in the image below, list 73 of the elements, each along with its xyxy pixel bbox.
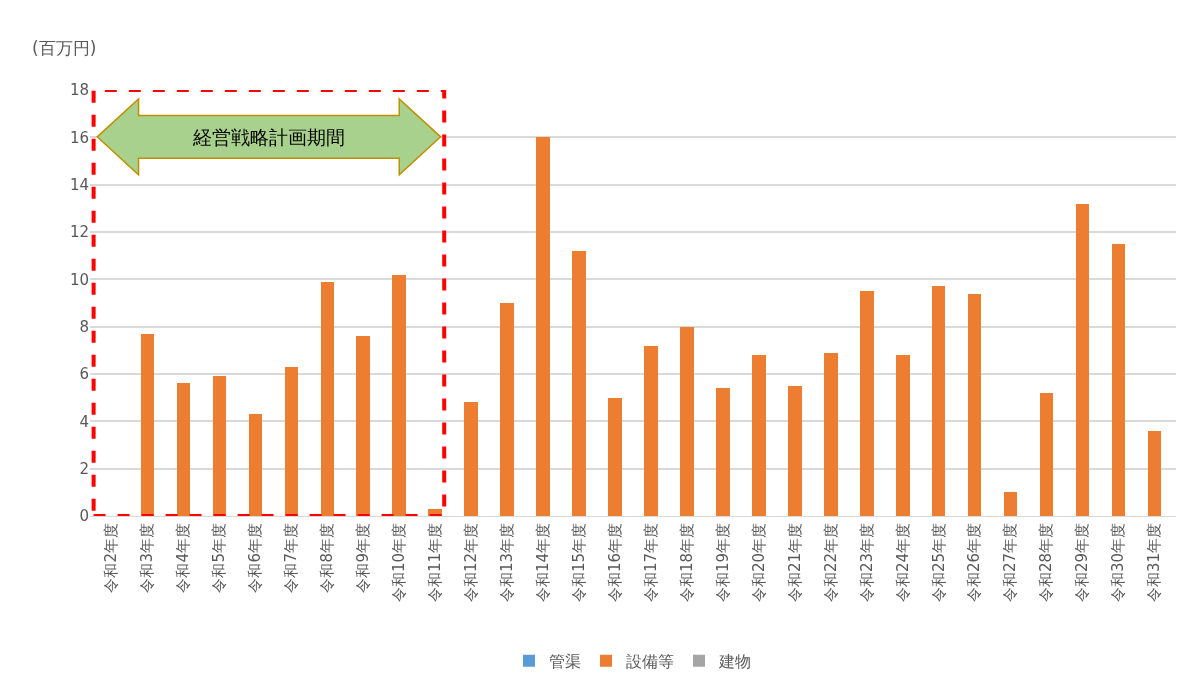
x-tick-label: 令和29年度 (1073, 523, 1092, 603)
x-tick-label: 令和12年度 (462, 523, 481, 603)
x-tick-label: 令和16年度 (605, 523, 624, 603)
x-tick-label: 令和18年度 (677, 523, 696, 603)
y-tick-label: 4 (79, 412, 89, 431)
y-tick-label: 2 (79, 459, 89, 478)
x-tick-label: 令和26年度 (965, 523, 984, 603)
x-tick-label: 令和19年度 (713, 523, 732, 603)
bar (608, 397, 622, 516)
x-tick-label: 令和31年度 (1145, 523, 1164, 603)
x-tick-label: 令和4年度 (174, 523, 193, 593)
bar (572, 250, 586, 516)
bar (392, 274, 407, 516)
x-tick-label: 令和23年度 (857, 523, 876, 603)
x-tick-label: 令和9年度 (354, 523, 373, 593)
legend-label: 設備等 (626, 651, 674, 671)
bar (320, 281, 335, 516)
x-tick-label: 令和7年度 (282, 523, 301, 593)
x-tick-label: 令和22年度 (821, 523, 840, 603)
x-tick-label: 令和10年度 (390, 523, 409, 603)
legend-label: 建物 (718, 651, 751, 671)
bar (931, 286, 946, 516)
x-tick-label: 令和24年度 (893, 523, 912, 603)
bar (1075, 203, 1090, 516)
bar (680, 326, 694, 516)
bar (176, 383, 191, 516)
bar (464, 402, 479, 516)
y-tick-label: 10 (69, 270, 89, 289)
bar (716, 388, 730, 516)
x-tick-label: 令和25年度 (929, 523, 948, 603)
bar (500, 303, 514, 516)
bar (212, 376, 227, 516)
y-tick-label: 8 (79, 317, 89, 336)
y-tick-label: 6 (79, 365, 89, 384)
bar (967, 293, 982, 516)
y-tick-label: 16 (69, 128, 89, 147)
legend-label: 管渠 (549, 651, 581, 671)
x-tick-label: 令和14年度 (533, 523, 552, 603)
bar (1147, 430, 1162, 516)
x-tick-label: 令和8年度 (318, 523, 337, 593)
y-tick-label: 12 (69, 223, 89, 242)
bar (823, 352, 838, 516)
bar (752, 355, 766, 516)
bar (1039, 392, 1054, 516)
bar (140, 333, 155, 516)
bar (859, 291, 874, 516)
y-tick-label: 18 (69, 81, 89, 100)
x-tick-label: 令和6年度 (246, 523, 265, 593)
x-tick-label: 令和3年度 (138, 523, 157, 593)
x-tick-label: 令和21年度 (785, 523, 804, 603)
x-tick-label: 令和20年度 (749, 523, 768, 603)
x-tick-label: 令和28年度 (1037, 523, 1056, 603)
bar (644, 345, 658, 516)
bar (787, 385, 802, 516)
x-tick-label: 令和27年度 (1001, 523, 1020, 603)
bar (356, 336, 371, 516)
annotation: 経営戦略計画期間 (192, 126, 345, 148)
y-tick-label: 0 (79, 507, 89, 526)
y-tick-label: 14 (69, 175, 89, 194)
bar (536, 137, 550, 516)
x-tick-label: 令和13年度 (498, 523, 517, 603)
y-axis-title: (百万円) (32, 38, 97, 58)
bar (1111, 243, 1126, 516)
x-tick-label: 令和15年度 (569, 523, 588, 603)
bar (1003, 492, 1018, 516)
bar (284, 366, 299, 516)
bar (895, 355, 910, 516)
x-tick-label: 令和11年度 (426, 523, 445, 603)
bar (248, 414, 263, 516)
x-tick-label: 令和17年度 (641, 523, 660, 603)
x-tick-label: 令和30年度 (1109, 523, 1128, 603)
x-tick-label: 令和5年度 (210, 523, 229, 593)
x-tick-label: 令和2年度 (102, 523, 121, 593)
